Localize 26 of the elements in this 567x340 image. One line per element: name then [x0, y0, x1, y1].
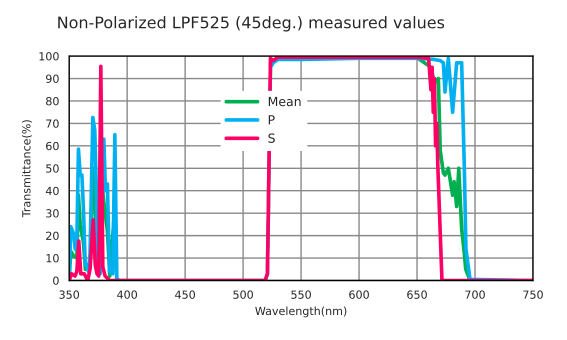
y-tick-label: 0: [53, 276, 59, 285]
x-tick-label: 350: [59, 290, 80, 299]
y-tick-label: 90: [46, 74, 59, 83]
x-tick-label: 700: [465, 290, 485, 299]
y-tick-label: 80: [46, 96, 59, 106]
legend-label: P: [268, 115, 275, 124]
y-tick-label: 70: [46, 119, 59, 128]
y-tick-label: 30: [46, 209, 59, 218]
y-tick-label: 20: [46, 232, 59, 240]
x-tick-label: 450: [175, 290, 195, 299]
legend-label: S: [268, 133, 275, 143]
x-tick-label: 650: [407, 290, 427, 299]
y-tick-label: 50: [46, 164, 59, 173]
x-axis-title: Wavelength(nm): [255, 306, 346, 318]
x-tick-label: 500: [233, 290, 253, 299]
y-tick-label: 60: [46, 142, 59, 150]
y-axis-title: Transmittance(%): [22, 120, 32, 218]
y-tick-label: 10: [46, 254, 59, 262]
x-tick-label: 550: [291, 290, 311, 299]
y-tick-label: 100: [39, 52, 59, 60]
chart-title: Non-Polarized LPF525 (45deg.) measured values: [58, 16, 444, 32]
y-tick-label: 40: [46, 186, 59, 196]
x-tick-label: 750: [523, 290, 543, 299]
legend-label: Mean: [268, 96, 301, 106]
x-tick-label: 600: [349, 290, 369, 299]
x-tick-label: 400: [117, 290, 138, 299]
